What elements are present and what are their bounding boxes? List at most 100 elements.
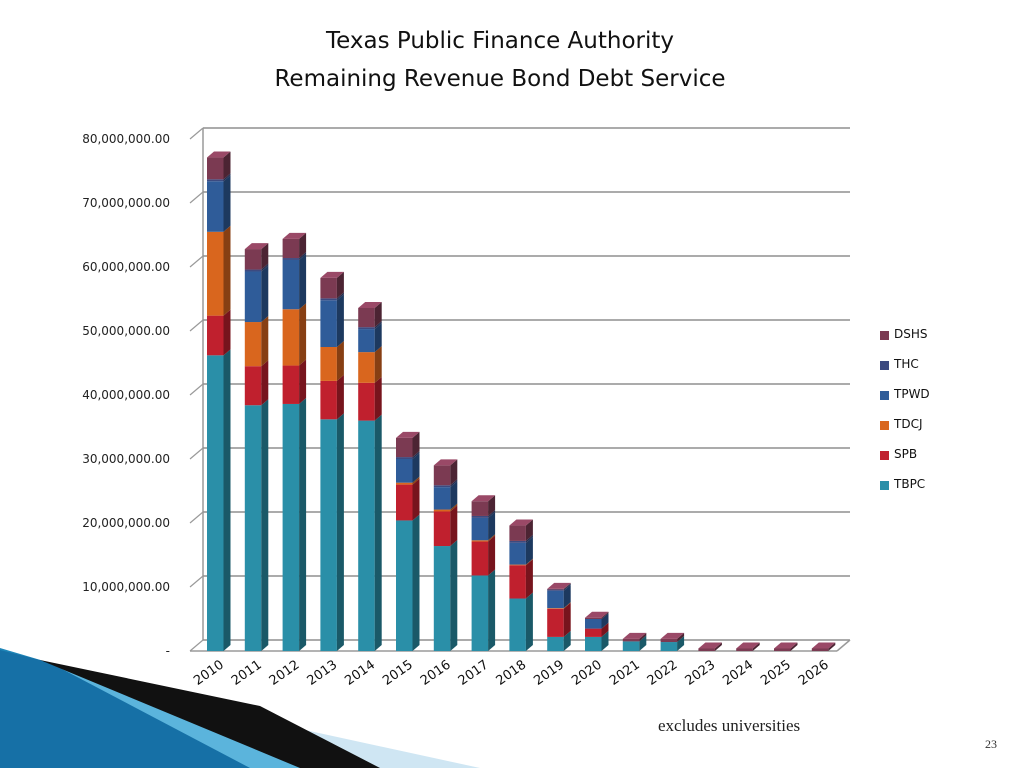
bar-top-face bbox=[585, 611, 609, 618]
x-tick-label: 2019 bbox=[531, 657, 567, 688]
x-tick-label: 2010 bbox=[191, 657, 227, 688]
bar-segment bbox=[320, 300, 337, 347]
bar-segment-side bbox=[412, 476, 420, 485]
bar-segment bbox=[396, 437, 413, 458]
y-tick-label: 10,000,000.00 bbox=[82, 580, 170, 594]
bar-segment bbox=[396, 520, 413, 651]
x-tick-label: 2018 bbox=[494, 657, 530, 688]
bar-top-face bbox=[774, 642, 798, 649]
legend-label: DSHS bbox=[894, 327, 928, 341]
bar-segment bbox=[774, 648, 791, 651]
bar-segment bbox=[509, 540, 526, 543]
gridline-depth bbox=[189, 511, 204, 524]
bar-segment bbox=[471, 501, 489, 516]
footnote: excludes universities bbox=[658, 716, 801, 735]
bar-segment-side bbox=[450, 505, 458, 547]
bar-segment bbox=[282, 403, 300, 651]
bar-segment-side bbox=[563, 602, 571, 637]
bar-segment bbox=[282, 309, 300, 366]
bar-segment bbox=[698, 648, 715, 651]
y-tick-label: 40,000,000.00 bbox=[82, 388, 170, 402]
bar-segment-side bbox=[525, 536, 533, 565]
bar-segment-side bbox=[563, 583, 571, 591]
bar-segment bbox=[320, 347, 337, 381]
bar-segment bbox=[244, 405, 262, 651]
bar-segment-side bbox=[336, 271, 344, 299]
bar-segment bbox=[811, 648, 829, 651]
bar-segment bbox=[282, 238, 300, 259]
bar-segment bbox=[509, 598, 526, 651]
gridline-depth bbox=[189, 639, 204, 652]
legend-label: TBPC bbox=[894, 477, 926, 491]
bar-segment bbox=[396, 484, 413, 521]
bar-segment-side bbox=[374, 321, 382, 330]
bar-segment bbox=[471, 540, 489, 542]
bar-segment-side bbox=[714, 642, 722, 651]
bar-segment bbox=[207, 181, 224, 232]
bar-top-face bbox=[811, 642, 836, 649]
bar-top-face bbox=[244, 243, 269, 250]
bar-segment-side bbox=[261, 265, 269, 323]
bar-segment-side bbox=[677, 636, 685, 651]
bar-segment bbox=[320, 298, 337, 301]
chart-subtitle: Remaining Revenue Bond Debt Service bbox=[274, 66, 726, 92]
bar-segment bbox=[660, 642, 678, 651]
bar-segment-side bbox=[563, 584, 571, 609]
gridline-depth bbox=[189, 127, 204, 140]
bar-segment bbox=[433, 509, 451, 512]
bar-segment-side bbox=[223, 349, 231, 651]
bar-segment-side bbox=[223, 173, 231, 182]
bar-segment bbox=[282, 259, 300, 310]
legend-swatch bbox=[880, 421, 889, 430]
gridline-depth bbox=[189, 191, 204, 204]
bar-segment bbox=[320, 380, 337, 420]
legend-label: TDCJ bbox=[894, 417, 923, 431]
bar-segment bbox=[736, 648, 753, 651]
bar-top-face bbox=[320, 271, 344, 278]
bar-segment-side bbox=[336, 374, 344, 420]
bar-segment bbox=[207, 179, 224, 182]
bar-segment-side bbox=[412, 478, 420, 521]
bar-segment bbox=[547, 589, 564, 591]
bar-segment bbox=[622, 638, 640, 642]
bar-top-face bbox=[358, 301, 382, 308]
bar-segment-side bbox=[299, 359, 307, 404]
bar-segment-side bbox=[299, 397, 307, 651]
x-tick-label: 2013 bbox=[305, 657, 341, 688]
bar-top-face bbox=[622, 632, 647, 639]
x-tick-label: 2024 bbox=[720, 657, 756, 688]
bar-segment bbox=[509, 542, 526, 565]
bar-segment bbox=[207, 355, 224, 651]
bar-segment-side bbox=[261, 399, 269, 651]
x-tick-label: 2014 bbox=[342, 657, 378, 688]
bar-segment-side bbox=[299, 303, 307, 366]
bar-segment bbox=[622, 641, 640, 651]
bar-segment-side bbox=[525, 592, 533, 651]
bar-segment bbox=[471, 517, 489, 541]
bar-segment-side bbox=[450, 481, 458, 510]
bar-segment-side bbox=[601, 630, 609, 651]
bar-segment bbox=[547, 608, 564, 609]
bar-segment bbox=[660, 638, 678, 643]
bar-segment-side bbox=[488, 535, 496, 576]
bar-segment-side bbox=[412, 431, 420, 458]
bar-segment-side bbox=[450, 479, 458, 488]
bar-segment-side bbox=[299, 252, 307, 260]
bar-segment bbox=[282, 365, 300, 404]
legend-swatch bbox=[880, 361, 889, 370]
y-tick-label: 30,000,000.00 bbox=[82, 452, 170, 466]
bar-segment-side bbox=[374, 346, 382, 383]
legend-swatch bbox=[880, 481, 889, 490]
bar-segment-side bbox=[223, 151, 231, 180]
bar-segment bbox=[320, 419, 337, 651]
bar-segment bbox=[282, 258, 300, 260]
bar-segment bbox=[207, 315, 224, 356]
bar-segment-side bbox=[299, 253, 307, 310]
bar-segment-side bbox=[601, 613, 609, 629]
bar-segment bbox=[433, 546, 451, 651]
x-tick-label: 2017 bbox=[456, 657, 492, 688]
bar-segment-side bbox=[488, 495, 496, 516]
bar-segment bbox=[358, 382, 375, 421]
x-tick-label: 2023 bbox=[683, 657, 719, 688]
bar-top-face bbox=[509, 519, 533, 526]
